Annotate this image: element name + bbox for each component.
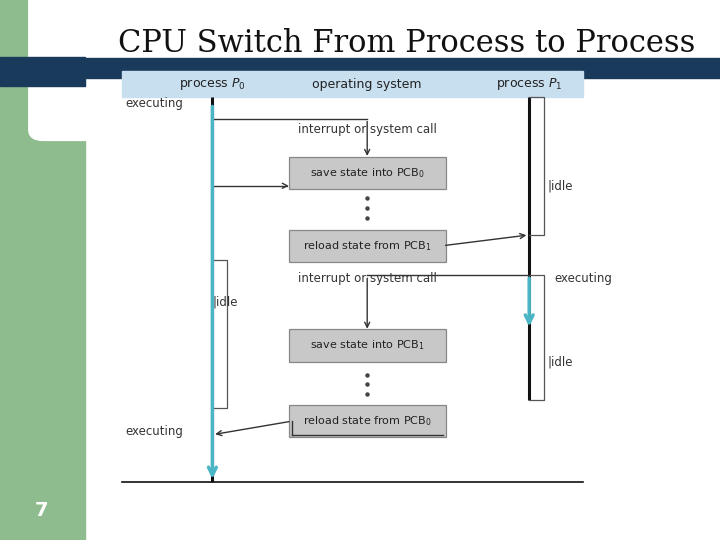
FancyBboxPatch shape (289, 157, 446, 189)
FancyBboxPatch shape (29, 0, 130, 140)
FancyBboxPatch shape (289, 405, 446, 437)
Text: executing: executing (126, 426, 184, 438)
Text: CPU Switch From Process to Process: CPU Switch From Process to Process (118, 28, 696, 59)
Text: interrupt or system call: interrupt or system call (298, 272, 436, 285)
Text: process $P_0$: process $P_0$ (179, 76, 246, 92)
Text: |idle: |idle (212, 296, 238, 309)
FancyBboxPatch shape (0, 57, 85, 86)
Text: interrupt or system call: interrupt or system call (298, 123, 436, 136)
FancyBboxPatch shape (289, 230, 446, 262)
FancyBboxPatch shape (122, 71, 583, 97)
Text: executing: executing (554, 272, 612, 285)
Text: executing: executing (126, 97, 184, 110)
Text: 7: 7 (35, 501, 48, 520)
FancyBboxPatch shape (0, 0, 85, 540)
Text: |idle: |idle (547, 180, 572, 193)
Text: |idle: |idle (547, 355, 572, 368)
FancyBboxPatch shape (289, 329, 446, 362)
Text: operating system: operating system (312, 78, 422, 91)
Text: save state into PCB$_1$: save state into PCB$_1$ (310, 339, 425, 353)
Text: save state into PCB$_0$: save state into PCB$_0$ (310, 166, 425, 180)
Text: reload state from PCB$_1$: reload state from PCB$_1$ (303, 239, 431, 253)
FancyBboxPatch shape (0, 58, 720, 78)
Text: process $P_1$: process $P_1$ (496, 76, 562, 92)
Text: reload state from PCB$_0$: reload state from PCB$_0$ (303, 414, 431, 428)
